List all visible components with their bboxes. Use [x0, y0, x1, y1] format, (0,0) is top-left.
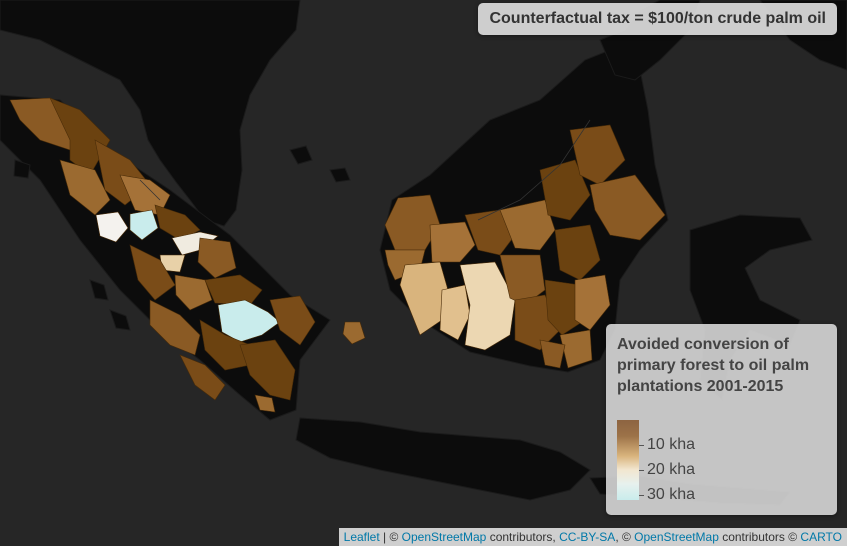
region[interactable]	[59, 159, 111, 216]
region[interactable]	[539, 159, 591, 221]
legend-title: Avoided conversion of primary forest to …	[617, 334, 826, 397]
legend-title-line: primary forest to oil palm	[617, 357, 810, 374]
legend-tick	[639, 495, 644, 496]
region[interactable]	[174, 274, 213, 311]
legend-title-line: plantations 2001-2015	[617, 378, 784, 395]
attribution-text: | ©	[379, 530, 402, 544]
region[interactable]	[119, 174, 171, 216]
region[interactable]	[129, 209, 159, 241]
region[interactable]	[217, 299, 281, 343]
osm-link-2[interactable]: OpenStreetMap	[634, 530, 719, 544]
region[interactable]	[559, 329, 593, 369]
region[interactable]	[269, 295, 316, 346]
region[interactable]	[95, 211, 129, 243]
legend-tick	[639, 470, 644, 471]
region[interactable]	[539, 339, 566, 369]
region[interactable]	[129, 244, 176, 301]
attribution: Leaflet | © OpenStreetMap contributors, …	[338, 528, 847, 546]
leaflet-link[interactable]: Leaflet	[343, 530, 380, 544]
region[interactable]	[574, 274, 611, 331]
region[interactable]	[342, 321, 366, 345]
legend-label: 30 kha	[647, 486, 696, 503]
region[interactable]	[149, 299, 201, 356]
osm-link[interactable]: OpenStreetMap	[401, 530, 487, 544]
legend-color-bar	[617, 420, 639, 500]
region[interactable]	[179, 354, 226, 401]
region[interactable]	[429, 221, 476, 263]
region[interactable]	[464, 209, 516, 256]
borders	[139, 119, 591, 221]
legend-label: 10 kha	[647, 436, 696, 453]
region[interactable]	[499, 199, 556, 251]
legend-scale: 10 kha 20 kha 30 kha	[617, 420, 826, 503]
region[interactable]	[459, 261, 516, 351]
carto-link[interactable]: CARTO	[800, 530, 842, 544]
region[interactable]	[554, 224, 601, 281]
region[interactable]	[569, 124, 626, 186]
region[interactable]	[239, 339, 296, 401]
attribution-text: , ©	[615, 530, 635, 544]
region[interactable]	[439, 284, 471, 341]
cc-by-sa-link[interactable]: CC-BY-SA	[559, 530, 616, 544]
region[interactable]	[254, 394, 276, 413]
legend-tick	[639, 445, 644, 446]
legend-title-line: Avoided conversion of	[617, 336, 789, 353]
map-title: Counterfactual tax = $100/ton crude palm…	[478, 3, 837, 35]
attribution-text: contributors ©	[718, 530, 801, 544]
sumatra-regions	[9, 97, 366, 413]
region[interactable]	[399, 261, 449, 336]
legend: Avoided conversion of primary forest to …	[606, 324, 837, 515]
region[interactable]	[589, 174, 666, 241]
attribution-text: contributors,	[486, 530, 560, 544]
region[interactable]	[204, 274, 263, 306]
kalimantan-regions	[384, 124, 666, 369]
region[interactable]	[197, 237, 237, 279]
legend-label: 20 kha	[647, 461, 696, 478]
